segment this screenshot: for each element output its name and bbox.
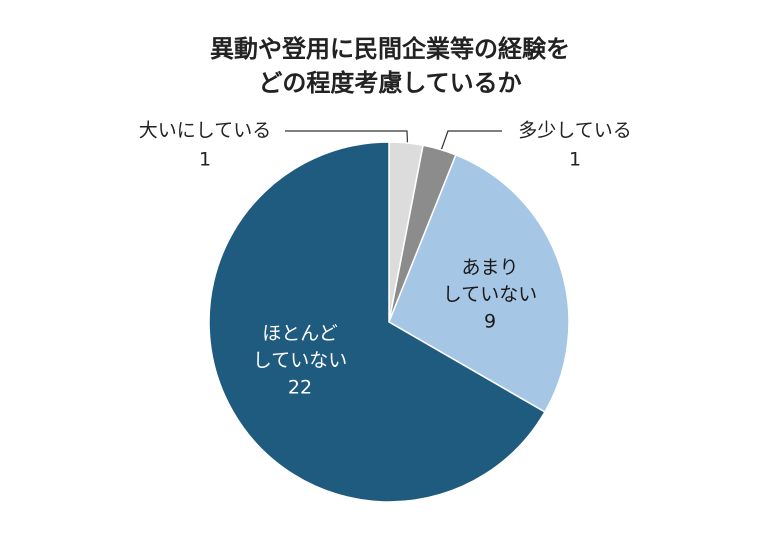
value-label: 1 — [569, 149, 581, 171]
value-label: 9 — [484, 311, 496, 333]
slice-label: 多少している — [518, 120, 631, 142]
slice-label: していない — [253, 350, 347, 372]
chart-title: どの程度考慮しているか — [258, 69, 521, 97]
chart-title: 異動や登用に民間企業等の経験を — [210, 35, 570, 63]
value-label: 1 — [199, 149, 211, 171]
pie-slice — [208, 141, 546, 503]
value-label: 22 — [288, 377, 312, 399]
slice-label: していない — [443, 284, 537, 306]
slice-label: あまり — [461, 257, 518, 279]
slice-label: 大いにしている — [139, 120, 271, 142]
slice-label: ほとんど — [262, 323, 337, 345]
